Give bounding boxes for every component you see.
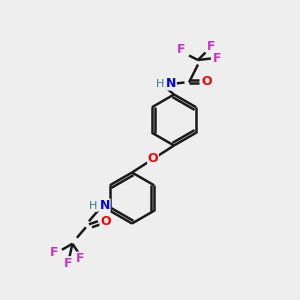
Text: F: F xyxy=(207,40,216,53)
Text: H: H xyxy=(89,201,98,211)
Text: N: N xyxy=(100,199,110,212)
Text: F: F xyxy=(64,257,72,270)
Text: F: F xyxy=(50,246,59,259)
Text: H: H xyxy=(156,79,165,89)
Text: F: F xyxy=(177,43,186,56)
Text: N: N xyxy=(166,77,176,90)
Text: O: O xyxy=(202,74,212,88)
Text: O: O xyxy=(100,215,111,228)
Text: O: O xyxy=(148,152,158,166)
Text: F: F xyxy=(76,252,84,265)
Text: F: F xyxy=(213,52,222,65)
